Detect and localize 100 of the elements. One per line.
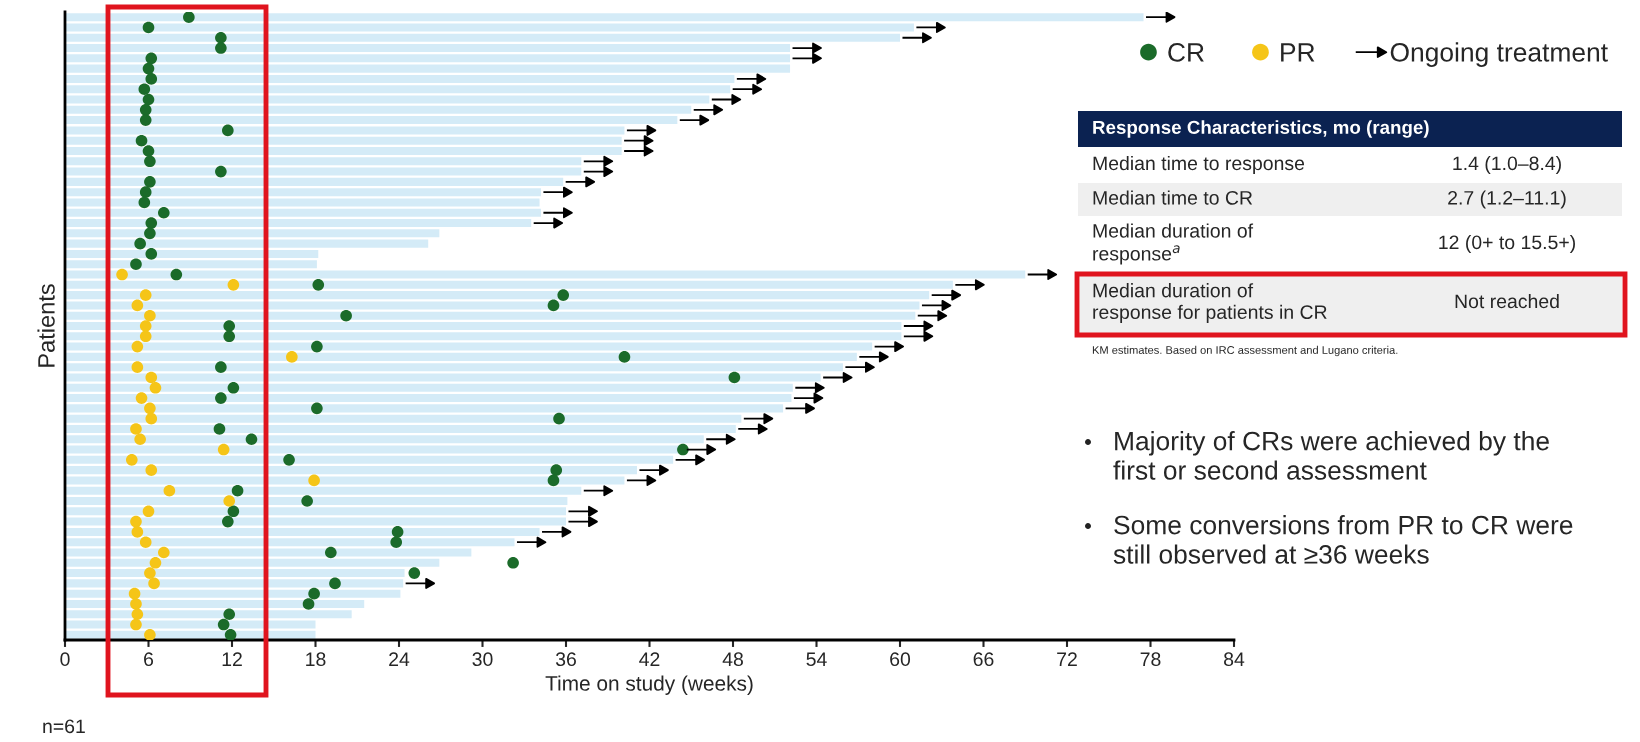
bar bbox=[65, 363, 843, 372]
point bbox=[217, 443, 230, 456]
bar bbox=[65, 13, 1144, 22]
point bbox=[227, 279, 240, 291]
x-tick-label: 48 bbox=[722, 652, 743, 667]
point bbox=[163, 484, 176, 497]
x-tick-label: 78 bbox=[1140, 652, 1161, 667]
text: n=61 bbox=[43, 719, 85, 734]
bar bbox=[65, 517, 566, 526]
point bbox=[131, 526, 144, 538]
point bbox=[148, 577, 160, 590]
bar bbox=[65, 507, 566, 516]
bar bbox=[65, 352, 857, 361]
text: 2.7 (1.2–11.1) bbox=[1448, 190, 1566, 209]
bar bbox=[65, 311, 916, 320]
bar bbox=[65, 486, 582, 495]
bar bbox=[65, 44, 791, 53]
bar bbox=[65, 476, 625, 485]
point bbox=[144, 402, 156, 415]
bar bbox=[65, 548, 472, 557]
bar bbox=[65, 33, 900, 42]
point bbox=[158, 546, 170, 559]
bar bbox=[65, 404, 784, 413]
bar bbox=[65, 579, 404, 588]
point bbox=[223, 495, 236, 507]
x-tick-label: 72 bbox=[1057, 652, 1077, 666]
annotation: Majority of CRs were achieved by the first or second assessment bbox=[1113, 431, 1549, 480]
bar bbox=[65, 249, 319, 258]
annotation: Median duration of response$^{a}$ bbox=[1093, 223, 1254, 265]
point bbox=[139, 320, 152, 332]
point bbox=[145, 412, 158, 425]
bar bbox=[65, 538, 515, 547]
bar bbox=[65, 239, 429, 248]
point bbox=[116, 268, 128, 281]
bar bbox=[65, 270, 1026, 279]
bar bbox=[65, 105, 692, 114]
bar bbox=[65, 64, 791, 73]
annotation: Some conversions from PR to CR were still observed at ≥36 weeks bbox=[1113, 515, 1573, 564]
bar bbox=[65, 373, 821, 382]
bar bbox=[65, 435, 704, 444]
y-axis-title: Patients bbox=[37, 284, 55, 367]
bar bbox=[65, 23, 914, 32]
bar bbox=[65, 332, 902, 341]
bar bbox=[65, 569, 405, 578]
bar bbox=[65, 497, 568, 506]
x-tick-label: 0 bbox=[60, 652, 70, 667]
point bbox=[145, 464, 158, 476]
point bbox=[144, 629, 156, 640]
x-tick-label: 84 bbox=[1224, 652, 1245, 667]
x-tick-label: 66 bbox=[973, 652, 994, 667]
x-tick-label: 42 bbox=[639, 652, 660, 666]
bar bbox=[65, 198, 540, 207]
bar bbox=[65, 589, 401, 598]
point bbox=[131, 361, 144, 373]
bar bbox=[65, 414, 742, 423]
x-tick-label: 30 bbox=[472, 652, 493, 667]
bar bbox=[65, 54, 791, 63]
x-tick-label: 18 bbox=[306, 652, 326, 667]
bar bbox=[65, 219, 532, 228]
bar bbox=[65, 291, 930, 300]
bar bbox=[65, 321, 902, 331]
legend-label: CR bbox=[1168, 43, 1204, 62]
point bbox=[130, 598, 142, 610]
bar bbox=[65, 146, 622, 155]
annotation: Median time to CR bbox=[1093, 190, 1253, 205]
point bbox=[144, 309, 156, 322]
text: Not reached bbox=[1455, 293, 1559, 309]
point bbox=[130, 618, 142, 631]
point bbox=[149, 556, 162, 569]
point bbox=[131, 299, 144, 312]
x-tick-label: 54 bbox=[806, 652, 827, 667]
bar bbox=[65, 74, 735, 83]
point bbox=[142, 505, 155, 518]
point bbox=[139, 536, 152, 549]
point bbox=[128, 587, 141, 600]
bar bbox=[65, 394, 792, 403]
point bbox=[135, 392, 148, 404]
point bbox=[130, 515, 142, 528]
point bbox=[125, 454, 138, 466]
text: 12 (0+ to 15.5+) bbox=[1439, 234, 1575, 254]
point bbox=[145, 371, 158, 384]
text: 1.4 (1.0–8.4) bbox=[1453, 155, 1561, 175]
bar bbox=[65, 126, 625, 135]
x-tick-label: 24 bbox=[389, 652, 410, 666]
annotation: Response Characteristics, mo (range) bbox=[1093, 120, 1429, 138]
bar bbox=[65, 280, 953, 289]
legend-label: Ongoing treatment bbox=[1390, 42, 1608, 67]
bar bbox=[65, 136, 622, 145]
bar bbox=[65, 85, 731, 94]
bar bbox=[65, 455, 674, 464]
bar bbox=[65, 95, 710, 104]
bar bbox=[65, 188, 541, 197]
bar bbox=[65, 116, 678, 125]
annotation: Median duration of response for patients in CR bbox=[1093, 283, 1327, 323]
annotation: Median time to response bbox=[1093, 155, 1305, 175]
point bbox=[134, 433, 146, 446]
bar bbox=[65, 157, 582, 166]
point bbox=[131, 340, 144, 353]
x-tick-label: 36 bbox=[555, 652, 576, 667]
bar bbox=[65, 383, 793, 392]
